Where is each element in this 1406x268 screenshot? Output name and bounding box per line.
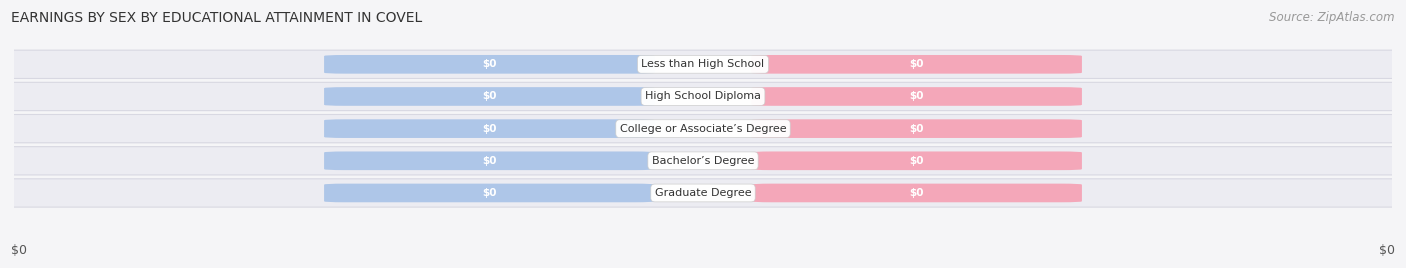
Text: $0: $0 xyxy=(482,124,496,134)
Text: Source: ZipAtlas.com: Source: ZipAtlas.com xyxy=(1270,11,1395,24)
Text: $0: $0 xyxy=(482,91,496,102)
FancyBboxPatch shape xyxy=(751,184,1083,202)
Text: $0: $0 xyxy=(482,59,496,69)
FancyBboxPatch shape xyxy=(751,55,1083,74)
Text: $0: $0 xyxy=(482,156,496,166)
Legend: Male, Female: Male, Female xyxy=(638,264,768,268)
FancyBboxPatch shape xyxy=(0,114,1406,143)
Text: $0: $0 xyxy=(910,124,924,134)
FancyBboxPatch shape xyxy=(0,179,1406,207)
FancyBboxPatch shape xyxy=(323,184,655,202)
FancyBboxPatch shape xyxy=(323,151,655,170)
Text: $0: $0 xyxy=(910,59,924,69)
FancyBboxPatch shape xyxy=(323,87,655,106)
Text: $0: $0 xyxy=(910,91,924,102)
Text: $0: $0 xyxy=(1379,244,1395,257)
FancyBboxPatch shape xyxy=(0,50,1406,79)
FancyBboxPatch shape xyxy=(751,87,1083,106)
Text: $0: $0 xyxy=(482,188,496,198)
Text: High School Diploma: High School Diploma xyxy=(645,91,761,102)
FancyBboxPatch shape xyxy=(323,119,655,138)
Text: $0: $0 xyxy=(11,244,27,257)
Text: $0: $0 xyxy=(910,156,924,166)
FancyBboxPatch shape xyxy=(751,119,1083,138)
Text: Less than High School: Less than High School xyxy=(641,59,765,69)
Text: College or Associate’s Degree: College or Associate’s Degree xyxy=(620,124,786,134)
FancyBboxPatch shape xyxy=(0,147,1406,175)
FancyBboxPatch shape xyxy=(323,55,655,74)
Text: Bachelor’s Degree: Bachelor’s Degree xyxy=(652,156,754,166)
FancyBboxPatch shape xyxy=(0,82,1406,111)
Text: EARNINGS BY SEX BY EDUCATIONAL ATTAINMENT IN COVEL: EARNINGS BY SEX BY EDUCATIONAL ATTAINMEN… xyxy=(11,11,422,25)
Text: Graduate Degree: Graduate Degree xyxy=(655,188,751,198)
FancyBboxPatch shape xyxy=(751,151,1083,170)
Text: $0: $0 xyxy=(910,188,924,198)
